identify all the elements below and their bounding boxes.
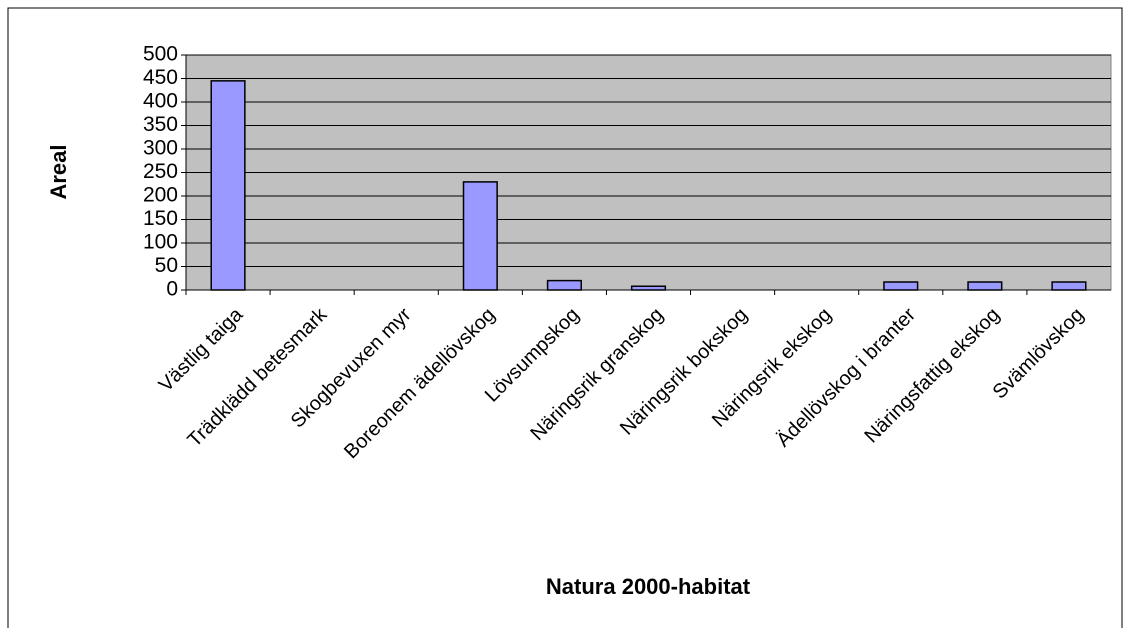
x-axis-title: Natura 2000-habitat [546, 574, 751, 599]
y-tick-label: 400 [143, 90, 178, 113]
y-tick-label: 100 [143, 231, 178, 254]
bar [210, 80, 246, 291]
y-tick-label: 50 [155, 254, 178, 277]
y-tick-label: 350 [143, 113, 178, 136]
y-tick-label: 150 [143, 207, 178, 230]
y-tick-label: 200 [143, 184, 178, 207]
bar [967, 281, 1003, 291]
y-axis-title: Areal [46, 144, 71, 199]
y-tick-label: 0 [166, 278, 178, 301]
y-tick-label: 450 [143, 66, 178, 89]
y-tick-label: 250 [143, 160, 178, 183]
bar [883, 281, 919, 291]
bar [1051, 281, 1087, 291]
bar [630, 285, 667, 291]
y-tick-label: 300 [143, 137, 178, 160]
y-tick-label: 500 [143, 43, 178, 66]
bar [462, 181, 498, 291]
bar [546, 279, 582, 291]
